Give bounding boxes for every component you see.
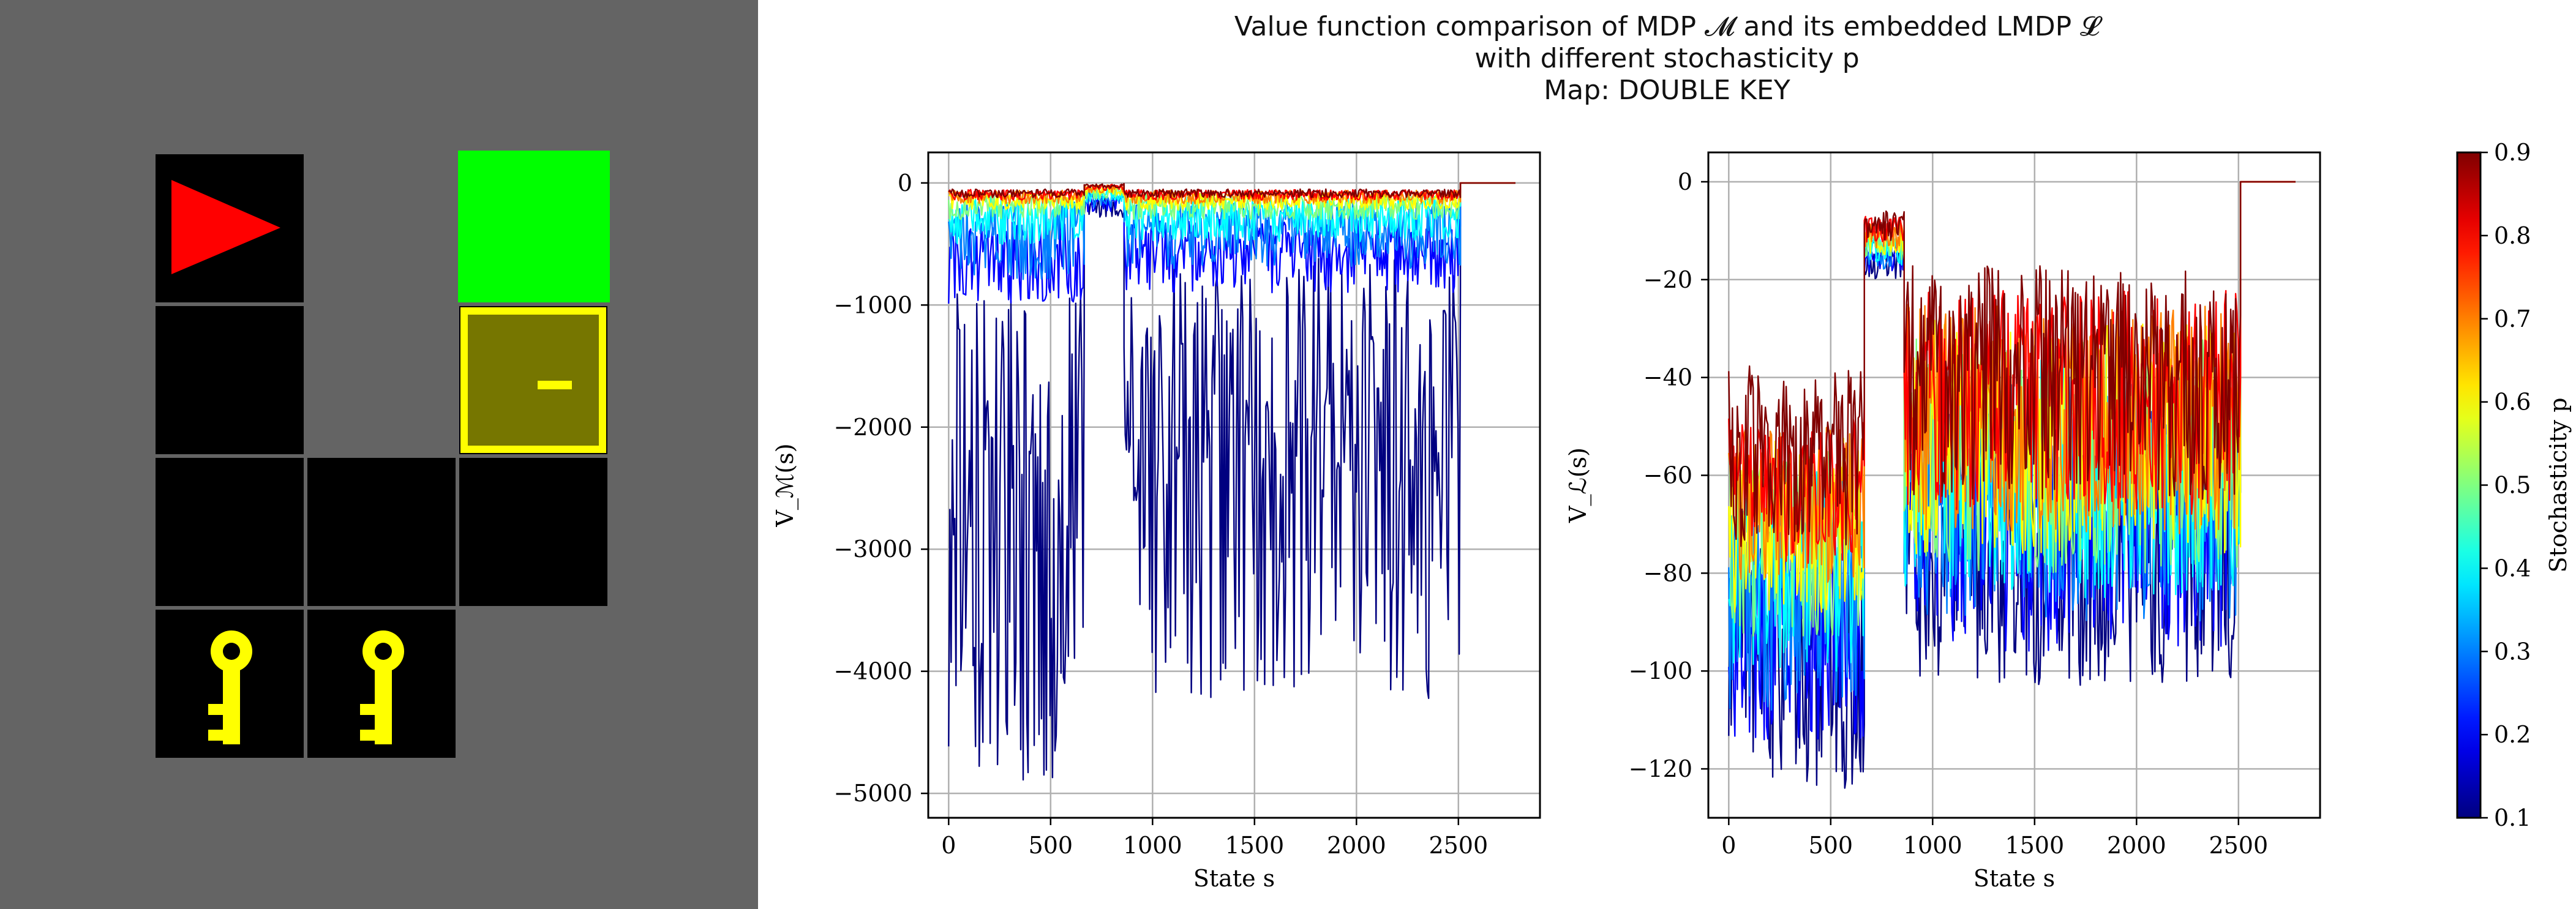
plot-frame: [1707, 151, 2321, 819]
map-tile-floor: [307, 458, 456, 606]
x-tick-label: 2500: [2209, 832, 2268, 859]
y-tick-label: −100: [1629, 657, 1692, 684]
series-line-p-0.9: [948, 182, 1515, 198]
map-tile-floor: [156, 306, 304, 454]
colorbar-tick-label: 0.4: [2494, 555, 2531, 582]
map-tile-floor: [459, 458, 607, 606]
y-tick-label: −80: [1643, 559, 1692, 586]
colorbar: 0.1 0.2 0.3 0.4 0.5 0.6 0.7 0.8 0.9 Stochasticity…: [2456, 139, 2572, 831]
series-line-p-0.1: [948, 182, 1515, 781]
chart-title-line-1: Value function comparison of MDP 𝓜 and i…: [1234, 11, 2100, 42]
y-tick-label: 0: [898, 170, 912, 196]
map-tile-door: [459, 306, 607, 454]
y-tick-label: 0: [1678, 168, 1692, 195]
series-group: [1728, 181, 2296, 789]
colorbar-tick-label: 0.2: [2494, 721, 2531, 748]
chart-title-line-2: with different stochasticity p: [1474, 43, 1860, 74]
map-tile-key: [156, 610, 304, 758]
key-icon: [360, 630, 404, 744]
colorbar-tick-label: 0.9: [2494, 139, 2531, 166]
colorbar-tick-label: 0.7: [2494, 305, 2531, 332]
x-axis-label: State s: [1193, 865, 1275, 892]
colorbar-tick-label: 0.5: [2494, 472, 2531, 499]
floor-tile: [307, 458, 456, 606]
locked-door-icon: [460, 307, 606, 453]
map-panel: [0, 0, 758, 909]
y-tick-label: −60: [1643, 462, 1692, 489]
x-axis-label: State s: [1973, 865, 2055, 892]
map-tile-goal: [458, 151, 610, 302]
floor-tile: [459, 458, 607, 606]
chart-panel-left: 0 500 1000 1500 2000 2500 0 −1000 −2000 −3000 −400…: [772, 151, 1541, 892]
y-tick-label: −4000: [833, 658, 912, 685]
chart-panel-right: 0 500 1000 1500 2000 2500 0 −20 −40 −60 −80 −100 −12…: [1564, 151, 2321, 892]
colorbar-gradient: [2456, 151, 2482, 819]
x-tick-label: 0: [941, 832, 956, 859]
y-axis-label: V_ℒ(s): [1564, 447, 1592, 523]
y-tick-label: −5000: [833, 780, 912, 807]
colorbar-tick-label: 0.8: [2494, 222, 2531, 249]
y-tick-label: −1000: [833, 291, 912, 318]
y-tick-label: −20: [1643, 266, 1692, 293]
y-tick-label: −2000: [833, 414, 912, 441]
x-tick-label: 2000: [2107, 832, 2166, 859]
x-tick-label: 1000: [1903, 832, 1962, 859]
agent-triangle-icon: [171, 180, 280, 274]
series-line-p-0.9: [1728, 181, 2296, 547]
x-tick-label: 1500: [2005, 832, 2064, 859]
colorbar-tick-label: 0.6: [2494, 389, 2531, 416]
x-tick-label: 0: [1721, 832, 1736, 859]
x-tick-label: 500: [1809, 832, 1853, 859]
key-icon: [208, 630, 252, 744]
floor-tile: [156, 306, 304, 454]
floor-tile: [156, 458, 304, 606]
map-tile-agent: [156, 154, 304, 302]
y-tick-label: −120: [1629, 755, 1692, 782]
map-tile-key: [307, 610, 456, 758]
x-tick-label: 500: [1029, 832, 1073, 859]
x-tick-label: 1000: [1123, 832, 1182, 859]
x-tick-label: 2000: [1327, 832, 1386, 859]
chart-title-line-3: Map: DOUBLE KEY: [1544, 75, 1790, 106]
y-tick-label: −3000: [833, 536, 912, 563]
colorbar-label: Stochasticity p: [2545, 397, 2572, 572]
colorbar-tick-label: 0.1: [2494, 804, 2531, 831]
series-group: [948, 182, 1515, 781]
goal-tile: [458, 151, 610, 302]
map-tile-floor: [156, 458, 304, 606]
x-tick-label: 2500: [1429, 832, 1488, 859]
door-handle-icon: [538, 381, 572, 389]
series-line-p-0.4: [948, 182, 1515, 245]
y-axis-label: V_ℳ(s): [772, 443, 799, 527]
y-tick-label: −40: [1643, 364, 1692, 391]
plot-frame: [927, 151, 1541, 819]
colorbar-tick-label: 0.3: [2494, 638, 2531, 665]
map-grid: [156, 151, 610, 758]
x-tick-label: 1500: [1225, 832, 1284, 859]
